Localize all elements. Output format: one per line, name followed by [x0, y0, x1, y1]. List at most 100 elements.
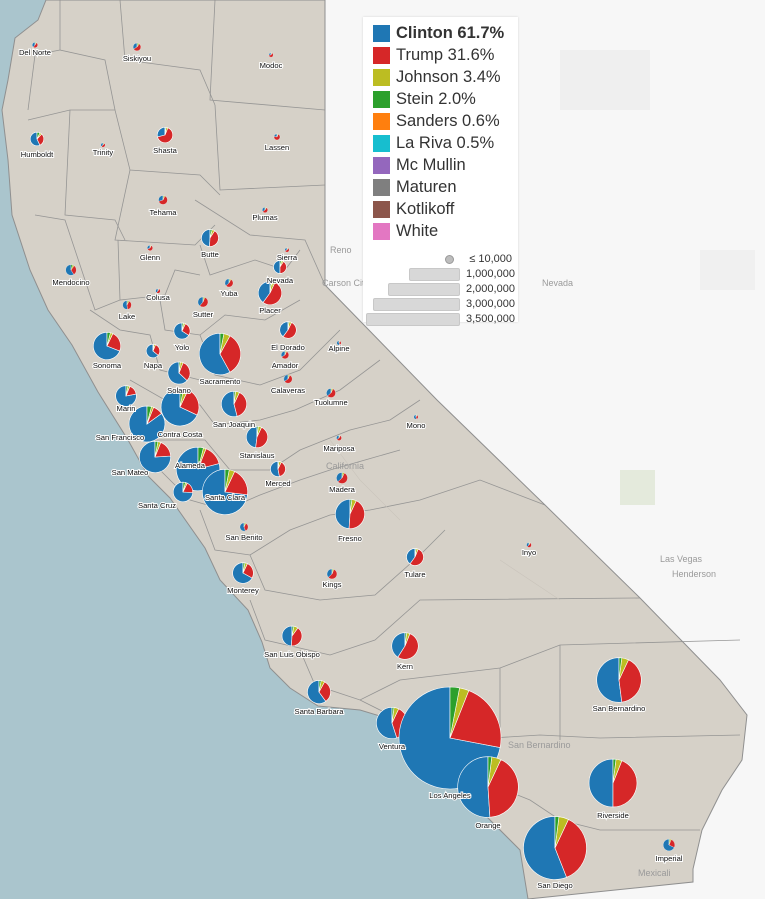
county-pie-tehama[interactable]: [158, 195, 168, 205]
county-pie-siskiyou[interactable]: [132, 42, 142, 52]
legend-item-johnson[interactable]: Johnson 3.4%: [373, 67, 501, 87]
county-pie-sutter[interactable]: [197, 296, 209, 308]
county-pie-solano[interactable]: [167, 361, 191, 385]
desert-texture: [560, 50, 755, 505]
legend-swatch: [373, 156, 390, 174]
legend-swatch: [373, 222, 390, 240]
legend-item-mc-mullin[interactable]: Mc Mullin: [373, 155, 466, 175]
pie-slice-santa-barbara-stein: [318, 680, 322, 693]
county-pie-trinity[interactable]: [100, 142, 106, 148]
legend-item-maturen[interactable]: Maturen: [373, 177, 457, 197]
ocean: [0, 0, 530, 899]
county-pie-mariposa[interactable]: [336, 435, 342, 441]
pie-slice-santa-barbara-trump: [318, 681, 331, 702]
county-pie-napa[interactable]: [145, 343, 161, 359]
county-pie-lake[interactable]: [122, 300, 132, 310]
legend-label: Clinton 61.7%: [396, 23, 505, 42]
legend-item-stein[interactable]: Stein 2.0%: [373, 89, 476, 109]
size-legend-label: 3,500,000: [466, 313, 515, 325]
county-pie-santa-cruz[interactable]: [172, 481, 194, 503]
county-pie-modoc[interactable]: [268, 52, 274, 58]
legend-item-white[interactable]: White: [373, 221, 438, 241]
size-legend-mark: [373, 297, 460, 311]
county-pie-mono[interactable]: [413, 414, 419, 420]
pie-slice-tulare-trump: [409, 548, 424, 566]
county-pie-del-norte[interactable]: [32, 42, 38, 48]
county-pie-inyo[interactable]: [526, 542, 532, 548]
legend-item-sanders[interactable]: Sanders 0.6%: [373, 111, 500, 131]
legend-item-trump[interactable]: Trump 31.6%: [373, 45, 494, 65]
pie-slice-san-bernardino-stein: [618, 657, 623, 681]
county-pie-marin[interactable]: [115, 385, 137, 407]
pie-slice-el-dorado-stein: [287, 321, 290, 331]
county-label-monterey: Monterey: [227, 586, 259, 595]
county-pie-alpine[interactable]: [336, 340, 342, 346]
county-pie-colusa[interactable]: [155, 288, 161, 294]
county-label-san-benito: San Benito: [225, 533, 262, 542]
county-pie-sacramento[interactable]: [199, 333, 241, 375]
size-legend-label: 2,000,000: [466, 283, 515, 295]
county-pie-fresno[interactable]: [335, 499, 365, 529]
legend-item-la-riva[interactable]: La Riva 0.5%: [373, 133, 494, 153]
county-pie-santa-barbara[interactable]: [307, 680, 331, 704]
pie-slice-tulare-stein: [414, 548, 417, 558]
pie-slice-mendocino-stein: [70, 264, 73, 271]
county-pie-santa-clara[interactable]: [202, 469, 248, 515]
county-label-sutter: Sutter: [193, 310, 214, 319]
county-pie-madera[interactable]: [336, 472, 348, 484]
county-pie-riverside[interactable]: [588, 758, 638, 808]
county-label-glenn: Glenn: [140, 253, 160, 262]
legend-swatch: [373, 90, 390, 108]
county-pie-kern[interactable]: [391, 632, 419, 660]
legend-label: Maturen: [396, 177, 457, 196]
county-pie-san-mateo[interactable]: [139, 441, 171, 473]
county-label-kern: Kern: [397, 662, 413, 671]
county-pie-san-benito[interactable]: [239, 522, 249, 532]
county-pie-lassen[interactable]: [273, 133, 281, 141]
county-label-contra-costa: Contra Costa: [158, 430, 204, 439]
county-pie-mendocino[interactable]: [65, 264, 77, 276]
legend-item-kotlikoff[interactable]: Kotlikoff: [373, 199, 454, 219]
county-label-colusa: Colusa: [146, 293, 170, 302]
pie-slice-nevada-stein: [279, 260, 282, 268]
county-pie-yolo[interactable]: [173, 322, 191, 340]
california-land: [1, 0, 748, 899]
county-pies[interactable]: [29, 42, 675, 880]
county-pie-shasta[interactable]: [156, 126, 174, 143]
county-pie-calaveras[interactable]: [283, 374, 293, 384]
county-pie-stanislaus[interactable]: [246, 425, 269, 448]
county-pie-orange[interactable]: [457, 756, 519, 818]
county-pie-sonoma[interactable]: [93, 332, 121, 360]
pie-slice-san-luis-obispo-stein: [291, 625, 295, 637]
county-pie-merced[interactable]: [270, 461, 286, 477]
pie-slice-placer-trump: [262, 281, 283, 305]
county-pie-tulare[interactable]: [406, 548, 424, 566]
county-pie-el-dorado[interactable]: [279, 321, 297, 339]
county-label-plumas: Plumas: [252, 213, 278, 222]
county-label-stanislaus: Stanislaus: [239, 451, 274, 460]
county-pie-placer[interactable]: [257, 280, 283, 305]
county-pie-san-joaquin[interactable]: [221, 391, 247, 417]
legend-item-clinton[interactable]: Clinton 61.7%: [373, 23, 504, 43]
county-pie-amador[interactable]: [281, 351, 289, 359]
county-pie-contra-costa[interactable]: [160, 387, 200, 427]
county-pie-glenn[interactable]: [147, 245, 153, 251]
pie-slice-fresno-clinton: [335, 499, 351, 529]
county-pie-san-bernardino[interactable]: [596, 657, 642, 703]
county-pie-san-luis-obispo[interactable]: [281, 625, 303, 647]
county-pie-kings[interactable]: [326, 568, 338, 580]
county-pie-plumas[interactable]: [262, 207, 268, 213]
pie-slice-sutter-stein: [202, 296, 204, 303]
pie-slice-calaveras-trump: [284, 375, 293, 384]
county-pie-humboldt[interactable]: [29, 131, 45, 147]
county-pie-sierra[interactable]: [284, 247, 290, 253]
county-label-madera: Madera: [329, 485, 356, 494]
county-pie-monterey[interactable]: [232, 562, 254, 584]
county-pie-butte[interactable]: [201, 229, 219, 247]
county-pie-san-francisco[interactable]: [128, 405, 166, 443]
county-pie-imperial[interactable]: [662, 838, 675, 851]
county-pie-nevada[interactable]: [273, 260, 287, 274]
county-pie-tuolumne[interactable]: [326, 388, 336, 398]
county-pie-san-diego[interactable]: [523, 816, 587, 880]
county-pie-yuba[interactable]: [224, 278, 234, 288]
